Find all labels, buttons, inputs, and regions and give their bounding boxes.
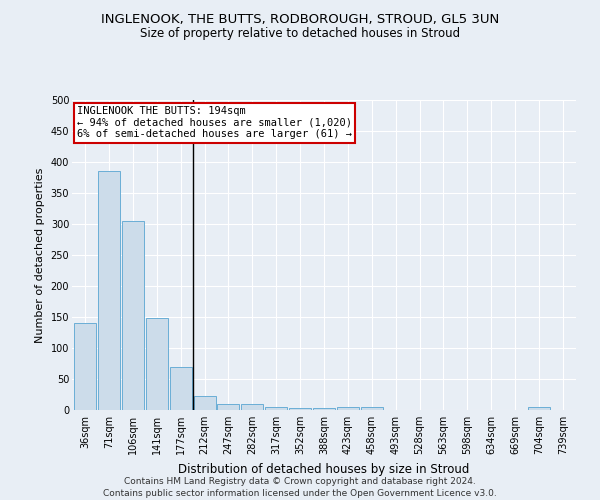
X-axis label: Distribution of detached houses by size in Stroud: Distribution of detached houses by size … [178,462,470,475]
Text: Size of property relative to detached houses in Stroud: Size of property relative to detached ho… [140,28,460,40]
Text: INGLENOOK, THE BUTTS, RODBOROUGH, STROUD, GL5 3UN: INGLENOOK, THE BUTTS, RODBOROUGH, STROUD… [101,12,499,26]
Bar [265,407,287,410]
Bar [122,221,144,410]
Bar [170,366,191,410]
Bar [194,396,215,410]
Bar [98,172,120,410]
Bar [289,408,311,410]
Bar [313,408,335,410]
Bar [361,407,383,410]
Bar [337,407,359,410]
Bar [146,318,168,410]
Bar [74,323,96,410]
Y-axis label: Number of detached properties: Number of detached properties [35,168,45,342]
Bar [241,404,263,410]
Text: INGLENOOK THE BUTTS: 194sqm
← 94% of detached houses are smaller (1,020)
6% of s: INGLENOOK THE BUTTS: 194sqm ← 94% of det… [77,106,352,140]
Text: Contains HM Land Registry data © Crown copyright and database right 2024.
Contai: Contains HM Land Registry data © Crown c… [103,476,497,498]
Bar [217,404,239,410]
Bar [528,407,550,410]
